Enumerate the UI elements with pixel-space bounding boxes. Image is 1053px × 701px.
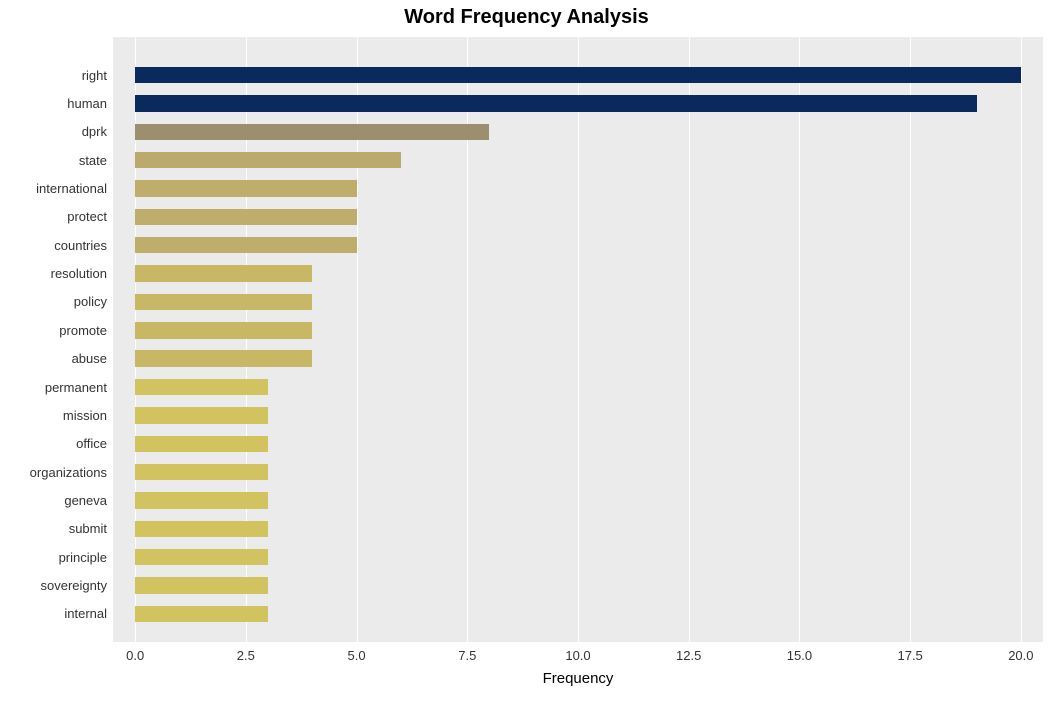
y-tick-label: international bbox=[0, 181, 107, 196]
bar bbox=[135, 436, 268, 452]
bar-row bbox=[113, 95, 1043, 111]
bar-row bbox=[113, 124, 1043, 140]
bar bbox=[135, 549, 268, 565]
y-tick-label: permanent bbox=[0, 380, 107, 395]
bar-row bbox=[113, 492, 1043, 508]
y-tick-label: right bbox=[0, 68, 107, 83]
y-tick-label: organizations bbox=[0, 465, 107, 480]
chart-container: Word Frequency Analysis Frequency 0.0 2.5… bbox=[0, 0, 1053, 701]
y-tick-label: submit bbox=[0, 521, 107, 536]
bar-row bbox=[113, 521, 1043, 537]
x-tick-label: 20.0 bbox=[1008, 648, 1033, 663]
x-tick-label: 10.0 bbox=[565, 648, 590, 663]
y-tick-label: sovereignty bbox=[0, 578, 107, 593]
y-tick-label: office bbox=[0, 436, 107, 451]
bar-row bbox=[113, 265, 1043, 281]
bar bbox=[135, 209, 356, 225]
bar-row bbox=[113, 464, 1043, 480]
bar-row bbox=[113, 322, 1043, 338]
y-tick-label: internal bbox=[0, 606, 107, 621]
x-tick-label: 5.0 bbox=[348, 648, 366, 663]
bar-row bbox=[113, 152, 1043, 168]
bar-row bbox=[113, 577, 1043, 593]
bar-row bbox=[113, 67, 1043, 83]
bar bbox=[135, 606, 268, 622]
bar bbox=[135, 124, 489, 140]
bar-row bbox=[113, 350, 1043, 366]
bar-row bbox=[113, 549, 1043, 565]
y-tick-label: resolution bbox=[0, 266, 107, 281]
y-tick-label: mission bbox=[0, 408, 107, 423]
bar-row bbox=[113, 237, 1043, 253]
y-tick-label: state bbox=[0, 153, 107, 168]
y-tick-label: countries bbox=[0, 238, 107, 253]
x-tick-label: 15.0 bbox=[787, 648, 812, 663]
bar bbox=[135, 152, 401, 168]
y-tick-label: geneva bbox=[0, 493, 107, 508]
bar-row bbox=[113, 180, 1043, 196]
bar bbox=[135, 464, 268, 480]
y-tick-label: promote bbox=[0, 323, 107, 338]
x-tick-label: 0.0 bbox=[126, 648, 144, 663]
bar bbox=[135, 322, 312, 338]
bar-row bbox=[113, 407, 1043, 423]
plot-area bbox=[113, 37, 1043, 642]
bar-row bbox=[113, 379, 1043, 395]
y-tick-label: protect bbox=[0, 209, 107, 224]
chart-title: Word Frequency Analysis bbox=[0, 6, 1053, 29]
bar bbox=[135, 350, 312, 366]
bar bbox=[135, 237, 356, 253]
bar bbox=[135, 492, 268, 508]
y-tick-label: abuse bbox=[0, 351, 107, 366]
y-tick-label: policy bbox=[0, 294, 107, 309]
bar-row bbox=[113, 606, 1043, 622]
x-tick-label: 17.5 bbox=[897, 648, 922, 663]
bar-row bbox=[113, 209, 1043, 225]
bar bbox=[135, 180, 356, 196]
bar-row bbox=[113, 436, 1043, 452]
y-tick-label: dprk bbox=[0, 124, 107, 139]
bar bbox=[135, 95, 976, 111]
x-tick-label: 2.5 bbox=[237, 648, 255, 663]
bar bbox=[135, 521, 268, 537]
bar-row bbox=[113, 294, 1043, 310]
x-axis-title: Frequency bbox=[113, 670, 1043, 687]
bar bbox=[135, 294, 312, 310]
x-tick-label: 7.5 bbox=[458, 648, 476, 663]
bar bbox=[135, 407, 268, 423]
x-tick-label: 12.5 bbox=[676, 648, 701, 663]
bar bbox=[135, 577, 268, 593]
bar bbox=[135, 67, 1021, 83]
y-tick-label: human bbox=[0, 96, 107, 111]
y-tick-label: principle bbox=[0, 550, 107, 565]
bar bbox=[135, 379, 268, 395]
bar bbox=[135, 265, 312, 281]
